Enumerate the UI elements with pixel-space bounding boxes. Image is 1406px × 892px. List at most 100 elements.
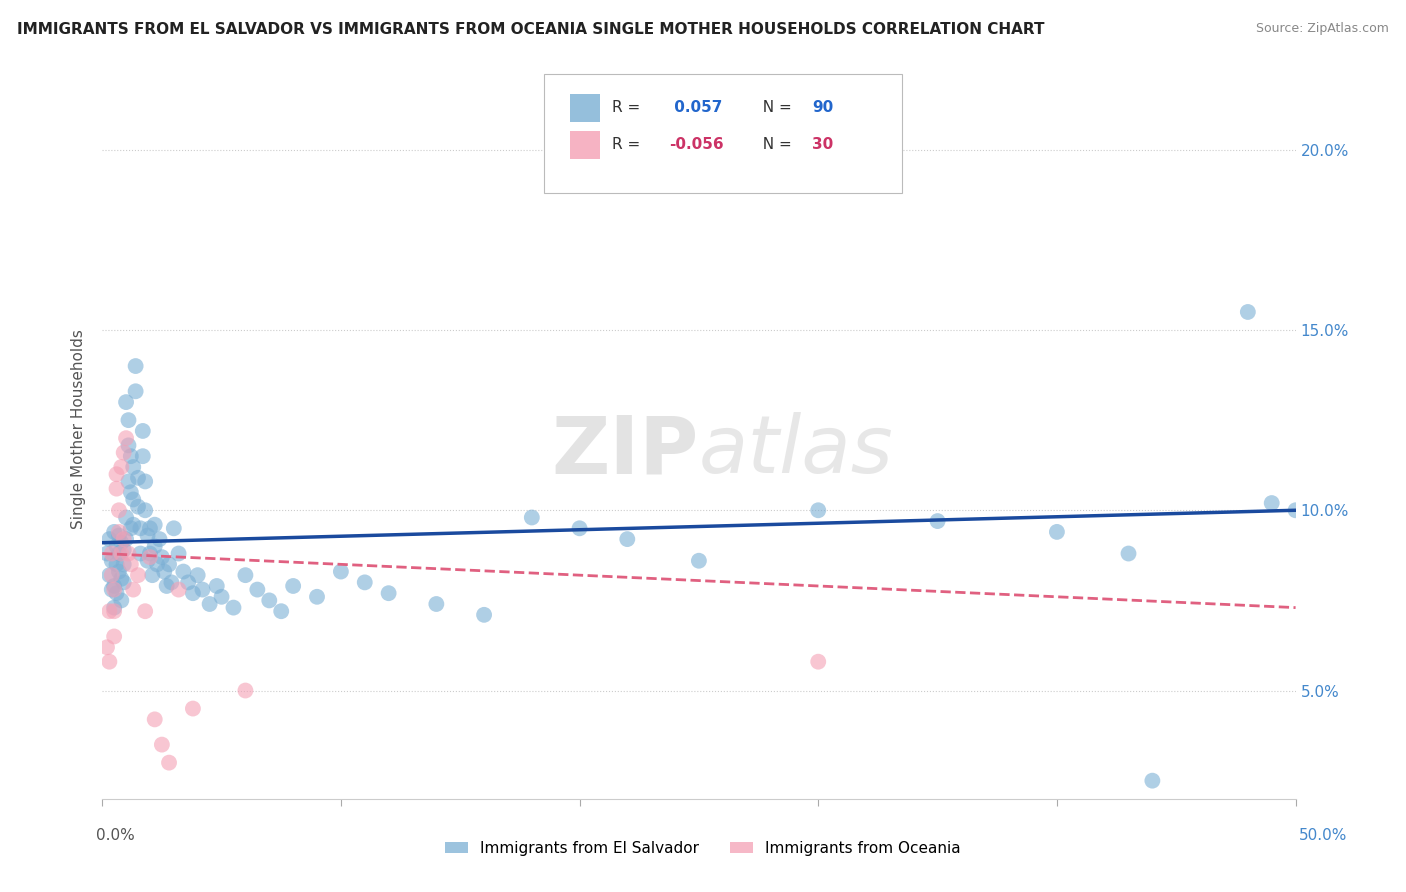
Point: [103, 630, 125, 644]
Point: [150, 550, 173, 565]
Point: [157, 756, 180, 770]
Point: [100, 547, 122, 561]
Point: [807, 655, 830, 669]
Point: [688, 554, 710, 568]
Point: [112, 575, 135, 590]
Point: [148, 532, 170, 546]
Point: [132, 424, 155, 438]
Point: [120, 449, 142, 463]
Point: [134, 503, 156, 517]
Point: [222, 600, 245, 615]
Point: [807, 503, 830, 517]
Point: [112, 543, 135, 558]
Point: [139, 547, 162, 561]
Point: [259, 593, 281, 607]
Point: [122, 460, 145, 475]
Point: [143, 539, 166, 553]
Point: [110, 572, 132, 586]
Point: [103, 604, 125, 618]
Point: [105, 586, 128, 600]
Point: [98, 568, 121, 582]
Point: [377, 586, 399, 600]
Text: Source: ZipAtlas.com: Source: ZipAtlas.com: [1256, 22, 1389, 36]
Point: [117, 547, 139, 561]
Point: [96, 547, 118, 561]
Point: [1284, 503, 1306, 517]
Point: [105, 539, 128, 553]
Point: [98, 604, 121, 618]
Point: [153, 565, 176, 579]
Point: [124, 384, 146, 399]
Point: [156, 579, 179, 593]
Point: [150, 738, 173, 752]
Point: [181, 586, 204, 600]
Point: [235, 568, 257, 582]
Point: [146, 558, 169, 572]
FancyBboxPatch shape: [544, 74, 901, 193]
Point: [103, 579, 125, 593]
Text: 0.057: 0.057: [669, 100, 723, 115]
Point: [134, 604, 156, 618]
Point: [134, 475, 156, 489]
Point: [115, 395, 138, 409]
Point: [117, 413, 139, 427]
Point: [105, 558, 128, 572]
Point: [108, 528, 131, 542]
Point: [98, 532, 121, 546]
Text: 90: 90: [813, 100, 834, 115]
Point: [127, 568, 149, 582]
Point: [96, 640, 118, 655]
Point: [1260, 496, 1282, 510]
Point: [167, 582, 190, 597]
Point: [127, 471, 149, 485]
Point: [143, 517, 166, 532]
Point: [205, 579, 228, 593]
Point: [246, 582, 269, 597]
Point: [105, 467, 128, 482]
Point: [141, 568, 163, 582]
Text: N =: N =: [752, 100, 796, 115]
Point: [163, 521, 186, 535]
Point: [98, 655, 121, 669]
Text: 0.0%: 0.0%: [96, 829, 135, 843]
Point: [122, 582, 145, 597]
Legend: Immigrants from El Salvador, Immigrants from Oceania: Immigrants from El Salvador, Immigrants …: [439, 835, 967, 862]
Point: [108, 565, 131, 579]
Point: [568, 521, 591, 535]
Y-axis label: Single Mother Households: Single Mother Households: [72, 329, 86, 529]
Point: [1142, 773, 1164, 788]
Text: R =: R =: [612, 137, 645, 153]
Point: [117, 475, 139, 489]
Point: [177, 575, 200, 590]
Point: [120, 485, 142, 500]
Point: [211, 590, 233, 604]
Point: [139, 550, 162, 565]
Point: [112, 532, 135, 546]
Point: [115, 532, 138, 546]
Text: ZIP: ZIP: [551, 412, 699, 491]
Point: [927, 514, 949, 528]
Point: [425, 597, 447, 611]
Point: [270, 604, 292, 618]
Point: [1118, 547, 1140, 561]
Point: [187, 568, 209, 582]
FancyBboxPatch shape: [569, 95, 600, 122]
Text: atlas: atlas: [699, 412, 894, 491]
Point: [472, 607, 495, 622]
Point: [353, 575, 375, 590]
Point: [157, 558, 180, 572]
Text: 50.0%: 50.0%: [1299, 829, 1347, 843]
Point: [122, 492, 145, 507]
Point: [110, 547, 132, 561]
Point: [100, 568, 122, 582]
Point: [120, 558, 142, 572]
Text: N =: N =: [752, 137, 796, 153]
Point: [103, 524, 125, 539]
Point: [160, 575, 183, 590]
Point: [122, 517, 145, 532]
Point: [129, 547, 152, 561]
Point: [167, 547, 190, 561]
Text: -0.056: -0.056: [669, 137, 724, 153]
Point: [172, 565, 194, 579]
Text: 30: 30: [813, 137, 834, 153]
